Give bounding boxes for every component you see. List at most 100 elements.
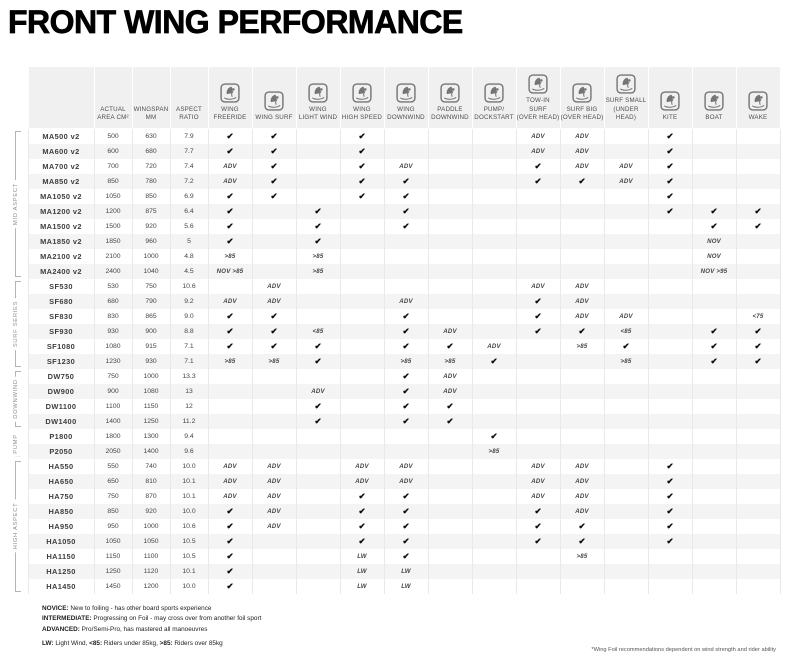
activity-column-header: PADDLE DOWNWIND [427,66,473,129]
rating-cell: ADV [559,143,604,159]
check-icon: ✔ [314,415,322,426]
paddle-downwind-icon [440,83,460,103]
area-cell: 750 [93,368,132,384]
table-row: HA950 950 1000 10.6 ✔ ADV ✔ ✔ ✔ ✔ ✔ [2,518,781,534]
area-cell: 1850 [93,233,132,249]
rating-text: ADV [267,522,281,530]
wingspan-cell: 920 [131,503,170,519]
section-label: SURF SERIES [11,297,21,350]
table-row: HA650 650 810 10.1 ADV ADV ADV ADV ADV ADV ✔ [2,473,781,489]
rating-cell: ✔ [515,293,560,309]
rating-cell: ADV [559,503,604,519]
rating-text: ADV [619,162,633,170]
rating-cell: ADV [603,158,648,174]
rating-cell: ADV [559,308,604,324]
rating-cell: ✔ [251,323,296,339]
rating-cell [295,278,340,294]
rating-cell: ADV [559,158,604,174]
rating-text: <75 [752,312,764,320]
aspect-ratio-cell: 12 [169,398,208,414]
rating-text: >85 [400,357,412,365]
rating-text: ADV [399,462,413,470]
check-icon: ✔ [666,505,674,516]
rating-cell [427,173,472,189]
rating-cell: ADV [515,128,560,144]
aspect-ratio-cell: 10.0 [169,458,208,474]
rating-cell: >85 [559,338,604,354]
rating-cell: ADV [559,488,604,504]
rating-text: ADV [531,462,545,470]
rating-cell: ✔ [295,398,340,414]
rating-text: ADV [575,462,589,470]
rating-cell: ADV [251,293,296,309]
rating-cell: ADV [559,278,604,294]
aspect-ratio-cell: 13.3 [169,368,208,384]
model-cell: HA950 [27,518,94,534]
check-icon: ✔ [446,340,454,351]
check-icon: ✔ [402,175,410,186]
rating-cell [339,218,384,234]
rating-text: ADV [223,492,237,500]
model-cell: HA1050 [27,533,94,549]
model-cell: MA500 v2 [27,128,94,144]
legend-line: NOVICE: New to foiling - has other board… [42,605,212,612]
rating-cell: ✔ [691,203,736,219]
rating-cell [559,218,604,234]
area-cell: 700 [93,158,132,174]
section-cell: MID ASPECT [2,128,28,279]
rating-text: ADV [531,132,545,140]
rating-text: LW [401,582,411,590]
rating-cell [559,563,604,579]
area-cell: 830 [93,308,132,324]
area-cell: 930 [93,323,132,339]
rating-cell: >85 [603,353,648,369]
model-cell: SF930 [27,323,94,339]
rating-cell: ✔ [207,518,252,534]
rating-text: >85 [576,552,588,560]
rating-cell [339,428,384,444]
rating-cell [295,143,340,159]
rating-cell: ✔ [251,338,296,354]
rating-cell [735,383,781,399]
rating-cell: ADV [515,488,560,504]
check-icon: ✔ [226,550,234,561]
rating-cell: ✔ [383,533,428,549]
aspect-ratio-cell: 5.6 [169,218,208,234]
aspect-ratio-cell: 7.4 [169,158,208,174]
rating-cell [691,383,736,399]
check-icon: ✔ [578,520,586,531]
model-cell: MA1500 v2 [27,218,94,234]
rating-text: >85 [576,342,588,350]
rating-cell [427,488,472,504]
check-icon: ✔ [666,130,674,141]
rating-cell [691,548,736,564]
rating-text: ADV [487,342,501,350]
check-icon: ✔ [358,160,366,171]
table-row: SURF SERIES SF530 530 750 10.6 ADV ADV ADV [2,278,781,369]
rating-cell: ✔ [647,143,692,159]
check-icon: ✔ [578,535,586,546]
rating-cell [559,203,604,219]
rating-cell: NOV [691,248,736,264]
rating-cell [427,263,472,279]
area-cell: 500 [93,128,132,144]
rating-cell [515,248,560,264]
rating-cell: ADV [251,518,296,534]
rating-cell [427,428,472,444]
rating-cell [339,248,384,264]
rating-cell: ✔ [295,218,340,234]
rating-text: ADV [399,162,413,170]
rating-cell: ✔ [735,218,781,234]
aspect-ratio-cell: 9.6 [169,443,208,459]
rating-cell [295,548,340,564]
rating-cell [603,578,648,594]
rating-text: NOV [707,237,721,245]
rating-text: ADV [267,282,281,290]
rating-cell: >85 [207,248,252,264]
table-row: MA850 v2 850 780 7.2 ADV ✔ ✔ ✔ ✔ ✔ ADV ✔ [2,173,781,189]
rating-cell [295,503,340,519]
rating-cell [603,263,648,279]
rating-cell [647,278,692,294]
rating-cell: ADV [383,158,428,174]
rating-cell [559,263,604,279]
